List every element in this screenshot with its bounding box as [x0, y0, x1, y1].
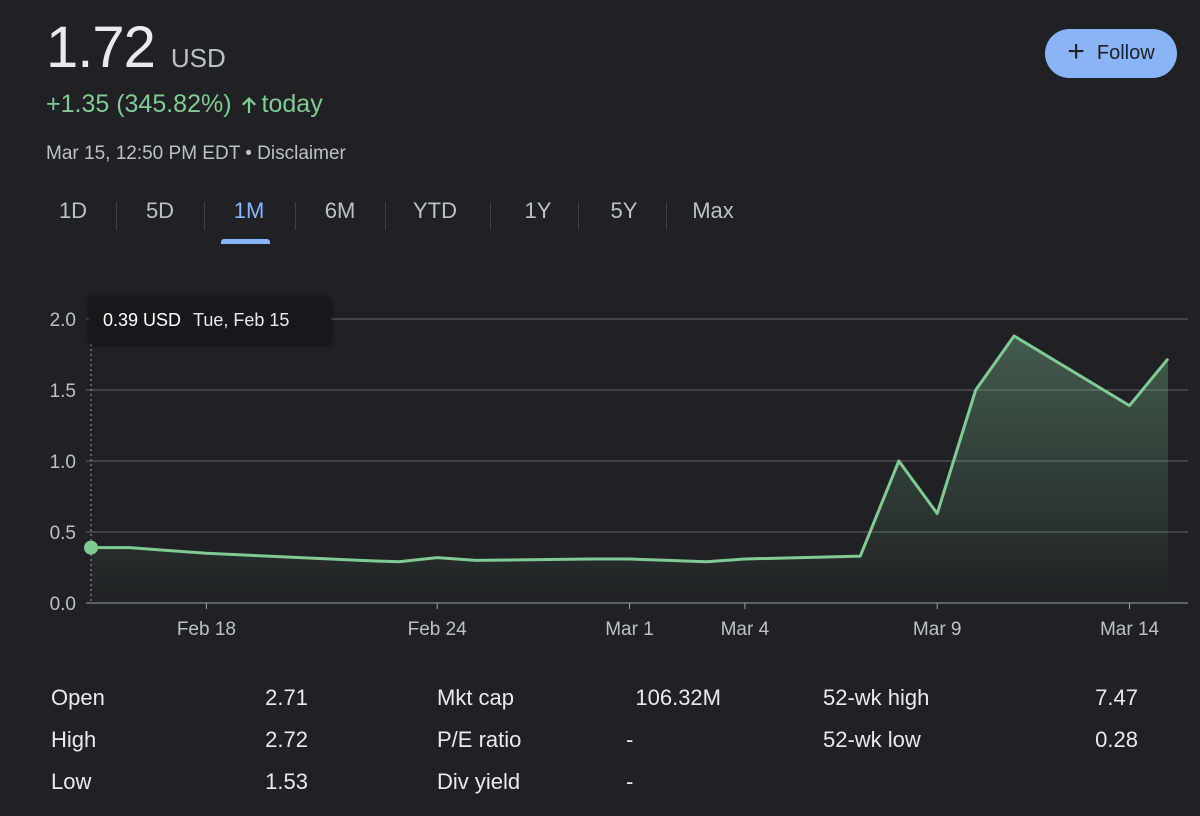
tab-divider [116, 202, 117, 230]
separator: • [245, 143, 252, 164]
y-tick-label: 1.5 [50, 381, 76, 402]
tooltip-value: 0.39 USD [103, 309, 182, 330]
x-tick-label: Mar 9 [913, 619, 962, 640]
tab-ytd[interactable]: YTD [413, 198, 457, 223]
tab-5y[interactable]: 5Y [610, 198, 638, 223]
data-point-feb-28[interactable] [587, 555, 595, 563]
x-tick-label: Feb 24 [408, 619, 468, 640]
active-tab-indicator [221, 239, 270, 244]
price-chart[interactable]: 0.0 0.5 1.0 1.5 2.0 Feb 18 Feb 24 Mar 1 Mar 4 Ma… [0, 290, 1200, 650]
data-point-mar-10[interactable] [972, 386, 980, 394]
tab-divider [490, 202, 491, 230]
y-axis-labels: 0.0 0.5 1.0 1.5 2.0 [50, 310, 76, 615]
data-point-mar-11[interactable] [1010, 332, 1018, 340]
data-point-feb-17[interactable] [164, 546, 172, 554]
tooltip-date: Tue, Feb 15 [193, 309, 290, 330]
data-point-mar-4[interactable] [741, 555, 749, 563]
price-row: 1.72 USD [46, 14, 226, 81]
quote-meta: Mar 15, 12:50 PM EDT • Disclaimer [46, 143, 346, 165]
tab-max[interactable]: Max [692, 198, 734, 223]
price-area-fill [91, 336, 1168, 603]
data-point-mar-1[interactable] [626, 555, 634, 563]
data-point-feb-18[interactable] [202, 549, 210, 557]
tab-1d[interactable]: 1D [58, 198, 88, 223]
chart-tooltip: 0.39 USD Tue, Feb 15 [89, 296, 331, 344]
x-tick-label: Feb 18 [177, 619, 236, 640]
y-tick-label: 0.0 [50, 594, 76, 615]
data-point-mar-9[interactable] [933, 510, 941, 518]
currency-label: USD [170, 43, 226, 73]
follow-button[interactable]: + Follow [1045, 29, 1177, 78]
follow-label: Follow [1096, 42, 1155, 64]
tab-divider [385, 202, 386, 230]
plus-icon: + [1067, 35, 1085, 68]
x-tick-label: Mar 4 [721, 619, 770, 640]
stat-pe-value: - [626, 727, 634, 752]
tab-divider [295, 202, 296, 230]
stat-div-yield-label: Div yield [437, 769, 521, 794]
change-value: +1.35 (345.82%) [46, 90, 232, 118]
disclaimer-link[interactable]: Disclaimer [257, 143, 346, 164]
y-tick-label: 1.0 [50, 452, 76, 473]
stat-high-value: 2.72 [265, 727, 308, 752]
tab-5d[interactable]: 5D [145, 198, 175, 223]
data-point-mar-2[interactable] [664, 556, 672, 564]
data-point-feb-25[interactable] [472, 556, 480, 564]
data-point-mar-14[interactable] [1126, 402, 1134, 410]
tab-divider [578, 202, 579, 230]
stat-open-value: 2.71 [265, 685, 308, 710]
data-point-mar-7[interactable] [856, 552, 864, 560]
stat-52wk-low-label: 52-wk low [823, 727, 921, 752]
change-period: today [261, 90, 323, 118]
y-tick-label: 0.5 [50, 523, 76, 544]
data-point-feb-24[interactable] [433, 554, 441, 562]
tab-1m[interactable]: 1M [233, 198, 265, 223]
arrow-up-icon [240, 95, 258, 115]
stat-open-label: Open [51, 685, 105, 710]
data-point-feb-22[interactable] [356, 556, 364, 564]
current-price: 1.72 [46, 15, 156, 80]
tab-divider [666, 202, 667, 230]
hover-point [84, 540, 98, 555]
timestamp: Mar 15, 12:50 PM EDT [46, 143, 240, 164]
data-point-mar-15[interactable] [1164, 355, 1172, 363]
range-tabs: 1D 5D 1M 6M YTD 1Y 5Y Max [0, 198, 780, 248]
stat-high-label: High [51, 727, 97, 752]
tab-6m[interactable]: 6M [324, 198, 356, 223]
x-tick-label: Mar 14 [1100, 619, 1160, 640]
stat-low-label: Low [51, 769, 92, 794]
stat-52wk-high-value: 7.47 [1095, 685, 1138, 710]
price-change: +1.35 (345.82%) today [46, 90, 323, 119]
x-tick-label: Mar 1 [605, 619, 654, 640]
stat-pe-label: P/E ratio [437, 727, 522, 752]
data-point-mar-8[interactable] [895, 457, 903, 465]
tab-1y[interactable]: 1Y [524, 198, 552, 223]
data-point-feb-16[interactable] [125, 544, 133, 552]
y-tick-label: 2.0 [50, 310, 76, 331]
x-axis-labels: Feb 18 Feb 24 Mar 1 Mar 4 Mar 9 Mar 14 [177, 603, 1160, 640]
stat-52wk-low-value: 0.28 [1095, 727, 1138, 752]
tab-divider [204, 202, 205, 230]
stat-low-value: 1.53 [265, 769, 308, 794]
price-line [91, 334, 1170, 564]
stat-mkt-cap-value: 106.32M [635, 685, 721, 710]
stat-52wk-high-label: 52-wk high [823, 685, 930, 710]
data-point-mar-3[interactable] [702, 558, 710, 566]
stat-div-yield-value: - [626, 769, 634, 794]
data-point-feb-23[interactable] [395, 558, 403, 566]
stat-mkt-cap-label: Mkt cap [437, 685, 515, 710]
